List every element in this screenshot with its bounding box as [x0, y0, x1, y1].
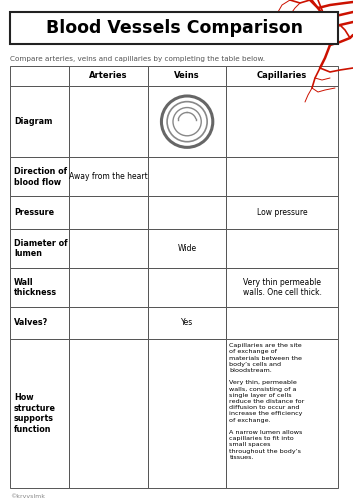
Bar	[69, 268, 148, 307]
Bar	[227, 196, 338, 228]
Bar	[148, 66, 227, 86]
Text: Very thin permeable
walls. One cell thick.: Very thin permeable walls. One cell thic…	[243, 278, 322, 297]
Text: How
structure
supports
function: How structure supports function	[14, 394, 56, 434]
Bar	[227, 228, 338, 268]
Text: Capillaries: Capillaries	[257, 72, 307, 80]
Text: Capillaries are the site
of exchange of
materials between the
body’s cells and
b: Capillaries are the site of exchange of …	[229, 343, 305, 460]
Text: Veins: Veins	[174, 72, 200, 80]
Text: Wide: Wide	[178, 244, 197, 252]
Bar	[10, 307, 69, 339]
Bar	[10, 339, 69, 488]
Bar	[148, 158, 227, 196]
Text: Diagram: Diagram	[14, 117, 52, 126]
Text: Wall
thickness: Wall thickness	[14, 278, 57, 297]
Bar	[10, 196, 69, 228]
Text: Diameter of
lumen: Diameter of lumen	[14, 238, 68, 258]
Text: Pressure: Pressure	[14, 208, 54, 217]
Bar	[69, 86, 148, 158]
Bar	[148, 339, 227, 488]
Text: Arteries: Arteries	[89, 72, 128, 80]
Bar	[227, 66, 338, 86]
Bar	[10, 228, 69, 268]
Bar	[148, 228, 227, 268]
Bar	[148, 86, 227, 158]
Bar	[227, 307, 338, 339]
Text: Away from the heart: Away from the heart	[69, 172, 148, 182]
Bar	[10, 12, 338, 44]
Bar	[227, 86, 338, 158]
Text: Compare arteries, veins and capillaries by completing the table below.: Compare arteries, veins and capillaries …	[10, 56, 265, 62]
Bar	[227, 339, 338, 488]
Bar	[227, 268, 338, 307]
Bar	[148, 196, 227, 228]
Bar	[69, 66, 148, 86]
Text: Blood Vessels Comparison: Blood Vessels Comparison	[46, 19, 303, 37]
Bar	[227, 158, 338, 196]
Bar	[69, 158, 148, 196]
Bar	[69, 196, 148, 228]
Bar	[148, 307, 227, 339]
Bar	[69, 339, 148, 488]
Bar	[148, 268, 227, 307]
Text: Low pressure: Low pressure	[257, 208, 307, 217]
Bar	[10, 158, 69, 196]
Bar	[10, 66, 69, 86]
Text: ©krvvslmk: ©krvvslmk	[10, 494, 45, 499]
Bar	[10, 86, 69, 158]
Text: Valves?: Valves?	[14, 318, 48, 328]
Text: Yes: Yes	[181, 318, 193, 328]
Bar	[69, 228, 148, 268]
Bar	[69, 307, 148, 339]
Text: Direction of
blood flow: Direction of blood flow	[14, 167, 67, 186]
Bar	[10, 268, 69, 307]
